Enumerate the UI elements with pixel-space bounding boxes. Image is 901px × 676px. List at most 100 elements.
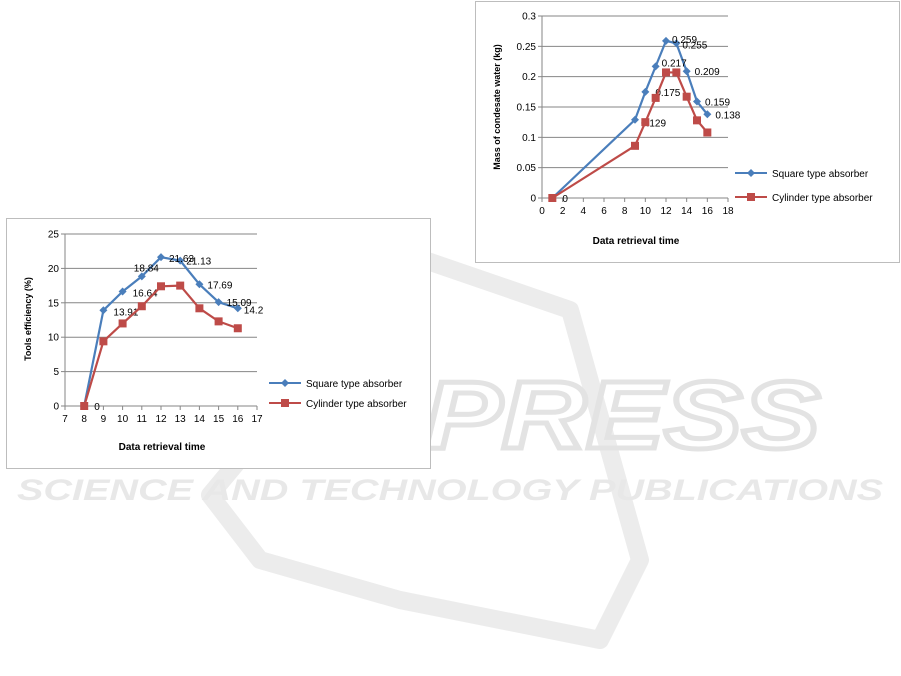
data-point-square [662, 36, 670, 45]
x-tick-label: 10 [117, 414, 129, 425]
legend-square-label: Square type absorber [772, 169, 869, 180]
data-point-square [703, 110, 712, 119]
y-tick-label: 25 [48, 230, 60, 241]
data-label: 0.175 [655, 88, 680, 99]
data-point-cylinder [99, 337, 108, 346]
data-point-cylinder [672, 68, 681, 77]
y-tick-label: 0.3 [522, 12, 536, 23]
data-label: 21.63 [169, 254, 194, 265]
x-tick-label: 17 [251, 414, 263, 425]
data-point-cylinder [631, 141, 639, 150]
data-point-cylinder [118, 319, 127, 328]
efficiency-chart: Tools efficiency (%) Data retrieval time… [23, 230, 407, 454]
y-axis-title: Mass of condesate water (kg) [492, 44, 502, 170]
data-point-cylinder [157, 282, 165, 291]
x-tick-label: 4 [581, 206, 587, 217]
data-point-cylinder [214, 317, 223, 326]
data-label: 17.69 [207, 280, 232, 291]
legend-square-label: Square type absorber [306, 379, 403, 390]
data-point-square [137, 272, 146, 281]
data-point-square [157, 253, 165, 262]
data-point-cylinder [682, 92, 691, 101]
x-tick-label: 8 [622, 206, 628, 217]
efficiency-chart-panel: Tools efficiency (%) Data retrieval time… [6, 218, 431, 469]
data-label: 16.64 [133, 289, 158, 300]
data-point-cylinder [80, 402, 89, 410]
condensate-chart: Mass of condesate water (kg) Data retrie… [492, 12, 873, 248]
data-label: 0 [562, 194, 568, 205]
data-point-cylinder [703, 128, 712, 137]
watermark-logo-outline [201, 246, 649, 649]
condensate-chart-panel: Mass of condesate water (kg) Data retrie… [475, 1, 900, 263]
data-point-square [233, 304, 242, 313]
legend-cylinder-marker [747, 193, 755, 201]
legend-square-marker [281, 379, 289, 387]
x-tick-label: 12 [155, 414, 167, 425]
legend: Square type absorber Cylinder type absor… [735, 169, 873, 204]
x-tick-label: 2 [560, 206, 566, 217]
data-label: 18.84 [134, 263, 159, 274]
y-tick-label: 0.1 [522, 133, 536, 144]
y-tick-label: 5 [53, 367, 59, 378]
data-point-square [176, 256, 185, 265]
data-label: 0.129 [641, 119, 666, 130]
x-axis-title: Data retrieval time [119, 442, 206, 453]
x-tick-label: 13 [175, 414, 187, 425]
x-tick-label: 9 [101, 414, 107, 425]
y-tick-label: 0 [53, 402, 59, 413]
y-tick-label: 10 [48, 333, 60, 344]
data-point-cylinder [641, 118, 650, 127]
x-tick-label: 12 [660, 206, 672, 217]
data-point-square [682, 67, 691, 76]
x-tick-label: 7 [62, 414, 68, 425]
data-point-cylinder [233, 324, 242, 333]
legend-cylinder-marker [281, 399, 289, 407]
data-label: 0.255 [682, 40, 707, 51]
x-tick-label: 16 [232, 414, 244, 425]
data-point-cylinder [195, 304, 204, 313]
data-label: 0.159 [705, 98, 730, 109]
data-label: 0.259 [672, 35, 697, 46]
data-point-square [672, 39, 681, 48]
x-tick-label: 18 [722, 206, 734, 217]
legend: Square type absorber Cylinder type absor… [269, 379, 407, 410]
series-line-cylinder [83, 284, 239, 407]
x-tick-label: 8 [81, 414, 87, 425]
series-line-cylinder [551, 71, 709, 199]
legend-cylinder-label: Cylinder type absorber [772, 193, 873, 204]
data-point-cylinder [662, 68, 670, 77]
data-point-cylinder [176, 281, 185, 290]
data-point-square [651, 62, 660, 71]
y-tick-label: 0 [530, 194, 536, 205]
x-tick-label: 14 [681, 206, 693, 217]
data-label: 14.2 [244, 305, 264, 316]
legend-square-marker [747, 169, 755, 177]
y-tick-label: 0.25 [517, 42, 537, 53]
data-point-cylinder [548, 194, 557, 202]
data-point-square [631, 115, 639, 124]
y-tick-label: 0.05 [517, 163, 537, 174]
data-point-cylinder [651, 93, 660, 102]
data-point-square [693, 97, 701, 106]
x-tick-label: 14 [194, 414, 206, 425]
data-label: 21.13 [186, 257, 211, 268]
data-label: 0.138 [715, 110, 740, 121]
x-axis-title: Data retrieval time [593, 236, 680, 247]
y-tick-label: 0.15 [517, 103, 537, 114]
x-tick-label: 11 [137, 414, 148, 425]
x-tick-label: 10 [640, 206, 652, 217]
data-point-square [99, 306, 108, 315]
y-tick-label: 15 [48, 298, 60, 309]
y-tick-label: 20 [48, 264, 60, 275]
y-axis-title: Tools efficiency (%) [23, 277, 33, 361]
x-tick-label: 0 [539, 206, 545, 217]
y-tick-label: 0.2 [522, 72, 536, 83]
data-point-square [118, 287, 127, 296]
data-label: 0 [94, 402, 100, 413]
data-point-cylinder [137, 302, 146, 311]
data-label: 0.217 [662, 58, 687, 69]
data-point-cylinder [693, 116, 701, 125]
data-point-square [195, 280, 204, 289]
data-label: 13.91 [113, 307, 138, 318]
data-point-square [641, 87, 650, 96]
